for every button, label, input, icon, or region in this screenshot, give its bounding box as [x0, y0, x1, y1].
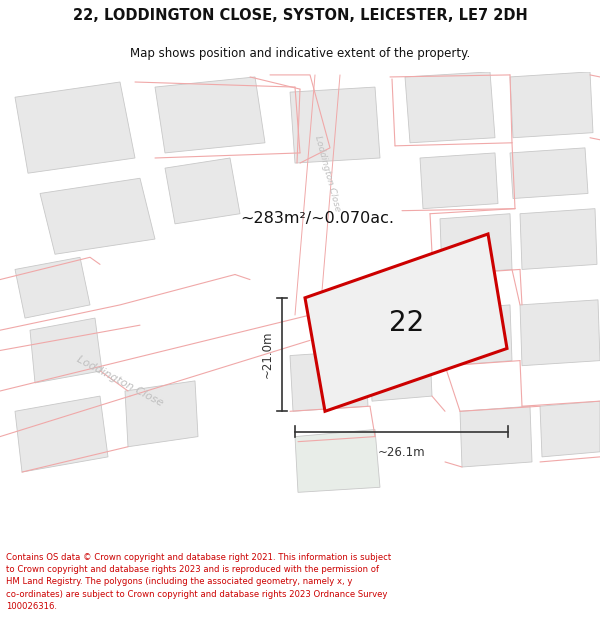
Polygon shape	[405, 72, 495, 142]
Polygon shape	[460, 406, 532, 467]
Polygon shape	[445, 305, 512, 366]
Text: ~283m²/~0.070ac.: ~283m²/~0.070ac.	[240, 211, 394, 226]
Text: ~26.1m: ~26.1m	[377, 446, 425, 459]
Polygon shape	[510, 148, 588, 199]
Polygon shape	[420, 153, 498, 209]
Polygon shape	[510, 72, 593, 138]
Text: 22: 22	[389, 309, 424, 337]
Text: ~21.0m: ~21.0m	[261, 331, 274, 378]
Polygon shape	[440, 214, 512, 274]
Polygon shape	[520, 209, 597, 269]
Text: Loddington Close: Loddington Close	[75, 354, 165, 408]
Polygon shape	[290, 351, 368, 411]
Polygon shape	[295, 429, 380, 493]
Polygon shape	[540, 401, 600, 457]
Polygon shape	[370, 351, 432, 401]
Polygon shape	[520, 300, 600, 366]
Text: 22, LODDINGTON CLOSE, SYSTON, LEICESTER, LE7 2DH: 22, LODDINGTON CLOSE, SYSTON, LEICESTER,…	[73, 8, 527, 23]
Polygon shape	[290, 87, 380, 163]
Text: Loddington Close: Loddington Close	[313, 134, 341, 212]
Polygon shape	[165, 158, 240, 224]
Polygon shape	[305, 234, 507, 411]
Text: Map shows position and indicative extent of the property.: Map shows position and indicative extent…	[130, 48, 470, 61]
Polygon shape	[15, 82, 135, 173]
Polygon shape	[40, 178, 155, 254]
Polygon shape	[30, 318, 102, 383]
Polygon shape	[125, 381, 198, 447]
Text: Contains OS data © Crown copyright and database right 2021. This information is : Contains OS data © Crown copyright and d…	[6, 553, 391, 611]
Polygon shape	[15, 396, 108, 472]
Polygon shape	[15, 258, 90, 318]
Polygon shape	[155, 77, 265, 153]
